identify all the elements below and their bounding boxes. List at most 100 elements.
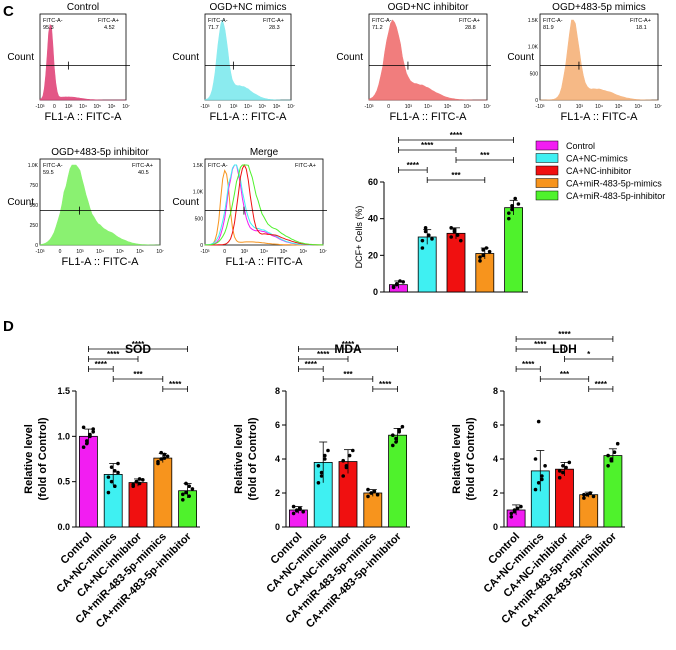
gate-percent-positive: 40.5 (138, 170, 149, 176)
flow-y-tick-label: 500 (195, 216, 204, 222)
data-point (351, 448, 355, 453)
data-point (341, 474, 346, 478)
data-point (394, 440, 398, 444)
data-point (609, 458, 614, 463)
flow-panel: OGD+483-5p inhibitor FITC-A-59.5 FITC-A+40… (7, 147, 164, 268)
data-point (347, 453, 352, 458)
data-point (165, 454, 170, 459)
flow-y-axis-label: Count (7, 52, 34, 63)
gate-label-positive: FITC-A+ (132, 163, 153, 169)
flow-x-tick-label: 10⁷ (122, 104, 130, 110)
flow-x-tick-label: 10⁴ (260, 249, 268, 255)
flow-x-tick-label: 10⁷ (654, 104, 662, 110)
gate-label-positive: FITC-A+ (630, 18, 651, 24)
data-point (326, 448, 330, 453)
data-point (564, 465, 568, 470)
data-point (394, 436, 398, 441)
flow-y-tick-label: 1.5K (528, 18, 539, 24)
y-tick-label: 8 (275, 386, 280, 396)
data-point (510, 207, 514, 212)
flow-x-axis-label: FL1-A :: FITC-A (61, 256, 139, 268)
flow-y-tick-label: 0 (200, 243, 203, 249)
legend-label: CA+NC-mimics (566, 154, 628, 164)
significance-label: **** (558, 330, 571, 339)
gate-percent-negative: 95.3 (43, 25, 54, 31)
data-point (184, 490, 188, 495)
data-point (372, 489, 377, 494)
data-point (606, 453, 610, 458)
significance-label: **** (107, 350, 120, 359)
flow-y-tick-label: 0 (35, 243, 38, 249)
gate-label-positive: FITC-A+ (295, 163, 316, 169)
flow-y-tick-label: 250 (30, 223, 39, 229)
data-point (510, 204, 514, 208)
data-point (298, 507, 302, 511)
bar-chart-ldh: 02468LDHRelative level(fold of Control)C… (451, 330, 625, 631)
data-point (85, 439, 89, 443)
data-point (567, 460, 572, 465)
gate-percent-positive: 4.52 (104, 25, 115, 31)
flow-x-tick-label: 10⁵ (280, 249, 288, 255)
gate-label-negative: FITC-A- (543, 18, 563, 24)
data-point (449, 235, 454, 239)
data-point (366, 487, 370, 492)
data-point (540, 477, 544, 482)
y-tick-label: 0.0 (57, 522, 70, 532)
flow-panel-title: OGD+NC mimics (210, 2, 287, 13)
flow-y-tick-label: 0 (535, 98, 538, 104)
flow-x-tick-label: 0 (218, 104, 221, 110)
data-point (615, 441, 620, 446)
panel-label-d: D (3, 318, 14, 335)
flow-y-tick-label: 1.5K (193, 163, 204, 169)
legend-label: CA+miR-483-5p-mimics (566, 179, 662, 189)
data-point (88, 432, 92, 437)
data-point (516, 202, 521, 206)
significance-label: **** (169, 380, 182, 389)
data-point (391, 284, 396, 289)
legend-swatch (535, 190, 559, 201)
y-tick-label: 0 (493, 522, 498, 532)
data-point (369, 491, 374, 495)
data-point (400, 424, 405, 429)
data-point (91, 427, 95, 431)
y-tick-label: 6 (275, 420, 280, 430)
gate-percent-negative: 71.2 (372, 25, 383, 31)
flow-y-tick-label: 500 (530, 71, 539, 77)
gate-label-positive: FITC-A+ (263, 18, 284, 24)
flow-panel-title: OGD+483-5p inhibitor (51, 147, 149, 158)
legend-swatch (535, 153, 559, 163)
data-point (481, 253, 486, 258)
gate-label-negative: FITC-A- (43, 163, 63, 169)
flow-x-tick-label: 10³ (241, 249, 249, 255)
flow-x-tick-label: 10⁶ (300, 249, 308, 255)
flow-x-tick-label: 10³ (76, 249, 84, 255)
y-tick-label: 1.0 (57, 431, 70, 441)
data-point (509, 511, 514, 516)
data-point (106, 475, 111, 479)
data-point (543, 464, 547, 468)
y-tick-label: 0.5 (57, 477, 70, 487)
flow-x-tick-label: 10³ (405, 104, 413, 110)
flow-x-axis-label: FL1-A :: FITC-A (560, 111, 638, 123)
data-point (323, 457, 327, 461)
data-point (106, 490, 111, 495)
y-tick-label: 20 (368, 250, 378, 260)
data-point (588, 491, 593, 495)
bar (363, 492, 383, 528)
data-point (487, 249, 492, 254)
data-point (507, 211, 511, 215)
bar (128, 482, 148, 528)
flow-x-tick-label: 10⁷ (319, 249, 327, 255)
data-point (159, 450, 163, 455)
data-point (81, 445, 86, 450)
data-point (391, 443, 395, 448)
data-point (91, 430, 95, 434)
flow-x-axis-label: FL1-A :: FITC-A (44, 111, 122, 123)
flow-x-axis-label: FL1-A :: FITC-A (389, 111, 467, 123)
